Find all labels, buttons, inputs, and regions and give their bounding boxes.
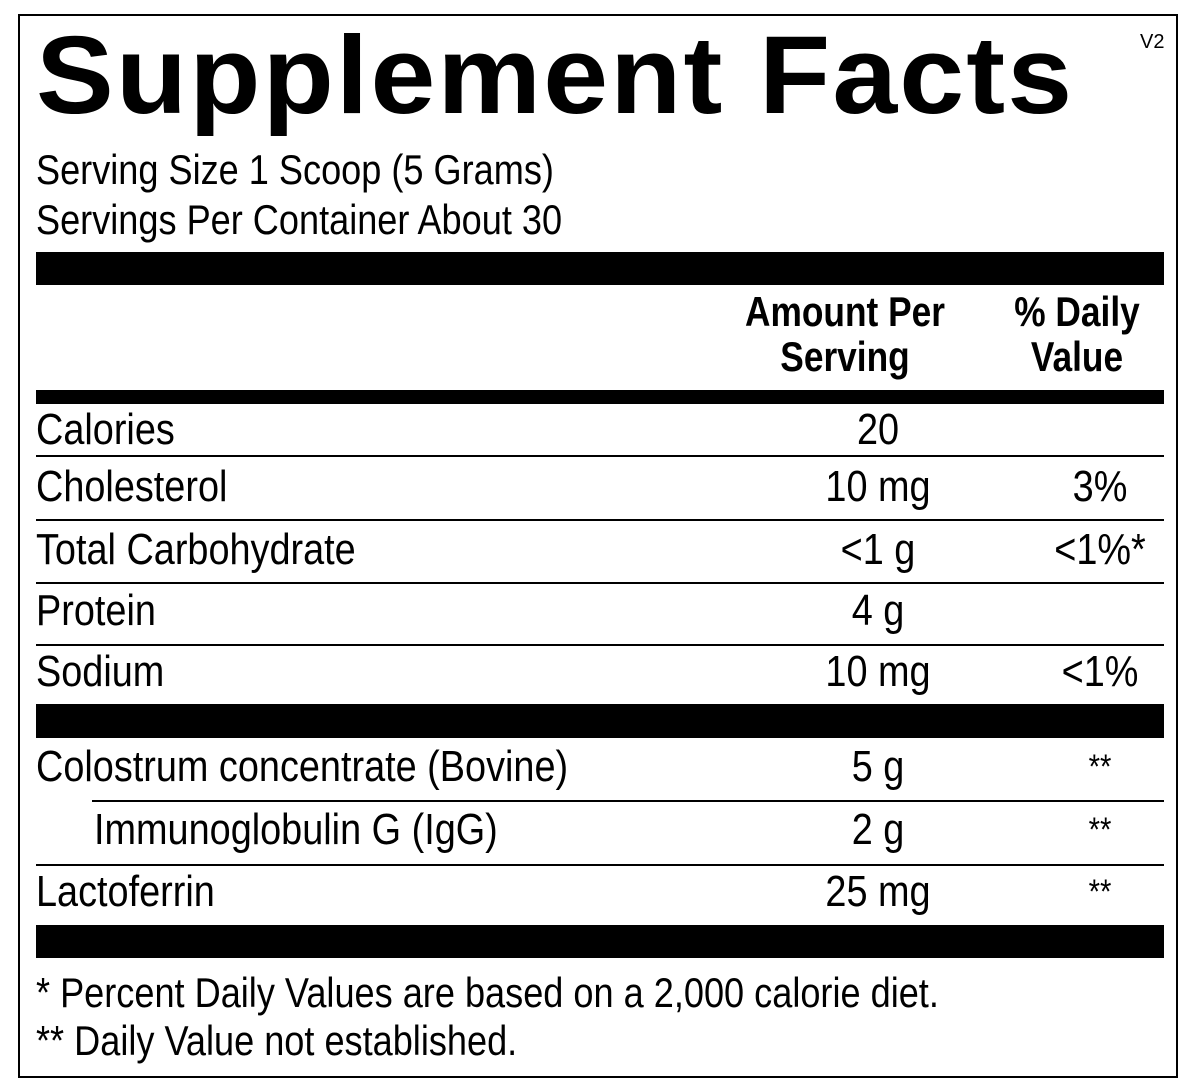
daily-value: <1%* [1054, 525, 1146, 574]
nutrient-name: Calories [36, 405, 175, 454]
column-header: Value [1030, 333, 1124, 380]
medium-bar [36, 390, 1164, 404]
serving-size: Serving Size 1 Scoop (5 Grams) [36, 146, 554, 193]
nutrient-name: Immunoglobulin G (IgG) [94, 805, 498, 854]
nutrient-name: Protein [36, 586, 156, 635]
row-rule [36, 582, 1164, 584]
daily-value: 3% [1072, 462, 1128, 511]
title: Supplement Facts [36, 14, 1075, 137]
row-rule [36, 455, 1164, 457]
nutrient-name: Sodium [36, 647, 165, 696]
row-rule [36, 519, 1164, 521]
nutrient-name: Lactoferrin [36, 867, 215, 916]
footnote: ** Daily Value not established. [36, 1017, 518, 1064]
column-header: % Daily [1014, 288, 1140, 335]
border [18, 14, 1178, 1078]
row-rule [36, 644, 1164, 646]
daily-value: ** [1088, 811, 1112, 849]
column-header: Amount Per [745, 288, 945, 335]
row-rule [36, 864, 1164, 866]
amount: 5 g [851, 742, 905, 791]
nutrient-name: Cholesterol [36, 462, 228, 511]
amount: 10 mg [825, 647, 931, 696]
thick-bar [36, 252, 1164, 285]
amount: 2 g [851, 805, 905, 854]
servings-per-container: Servings Per Container About 30 [36, 196, 563, 243]
amount: 20 [856, 405, 900, 454]
daily-value: ** [1088, 748, 1112, 786]
column-header: Serving [780, 333, 910, 380]
daily-value: <1% [1061, 647, 1139, 696]
amount: 25 mg [825, 867, 931, 916]
thick-bar [36, 704, 1164, 738]
thick-bar [36, 925, 1164, 958]
row-rule [92, 800, 1164, 802]
nutrient-name: Total Carbohydrate [36, 525, 356, 574]
amount: 10 mg [825, 462, 931, 511]
footnote: * Percent Daily Values are based on a 2,… [36, 969, 939, 1016]
nutrient-name: Colostrum concentrate (Bovine) [36, 742, 569, 791]
version-code: V2 [1140, 31, 1165, 53]
daily-value: ** [1088, 873, 1112, 911]
amount: 4 g [851, 586, 905, 635]
amount: <1 g [840, 525, 916, 574]
